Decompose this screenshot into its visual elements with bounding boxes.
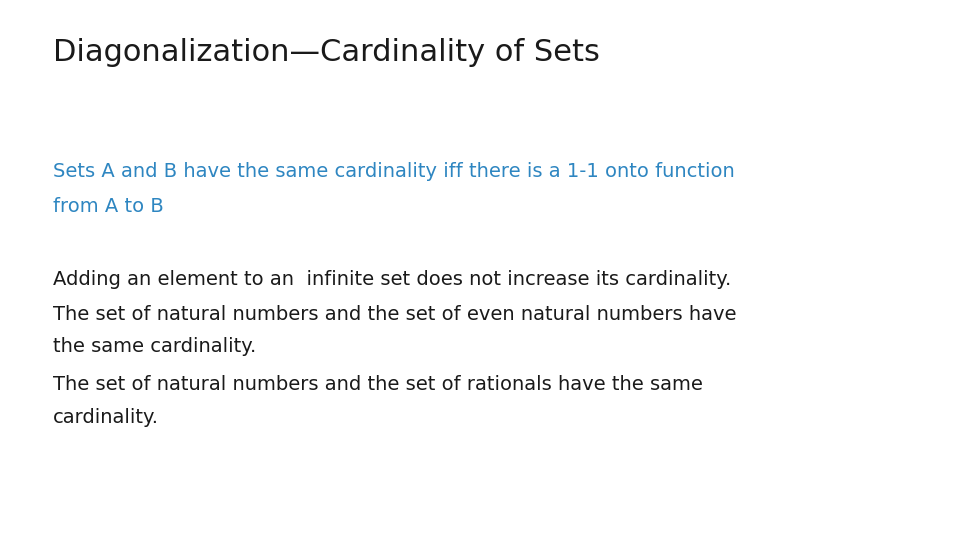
Text: The set of natural numbers and the set of even natural numbers have: The set of natural numbers and the set o… — [53, 305, 736, 324]
Text: the same cardinality.: the same cardinality. — [53, 338, 256, 356]
Text: from A to B: from A to B — [53, 197, 163, 216]
Text: cardinality.: cardinality. — [53, 408, 158, 427]
Text: The set of natural numbers and the set of rationals have the same: The set of natural numbers and the set o… — [53, 375, 703, 394]
Text: Adding an element to an  infinite set does not increase its cardinality.: Adding an element to an infinite set doe… — [53, 270, 732, 289]
Text: Sets A and B have the same cardinality iff there is a 1-1 onto function: Sets A and B have the same cardinality i… — [53, 162, 734, 181]
Text: Diagonalization—Cardinality of Sets: Diagonalization—Cardinality of Sets — [53, 38, 600, 67]
